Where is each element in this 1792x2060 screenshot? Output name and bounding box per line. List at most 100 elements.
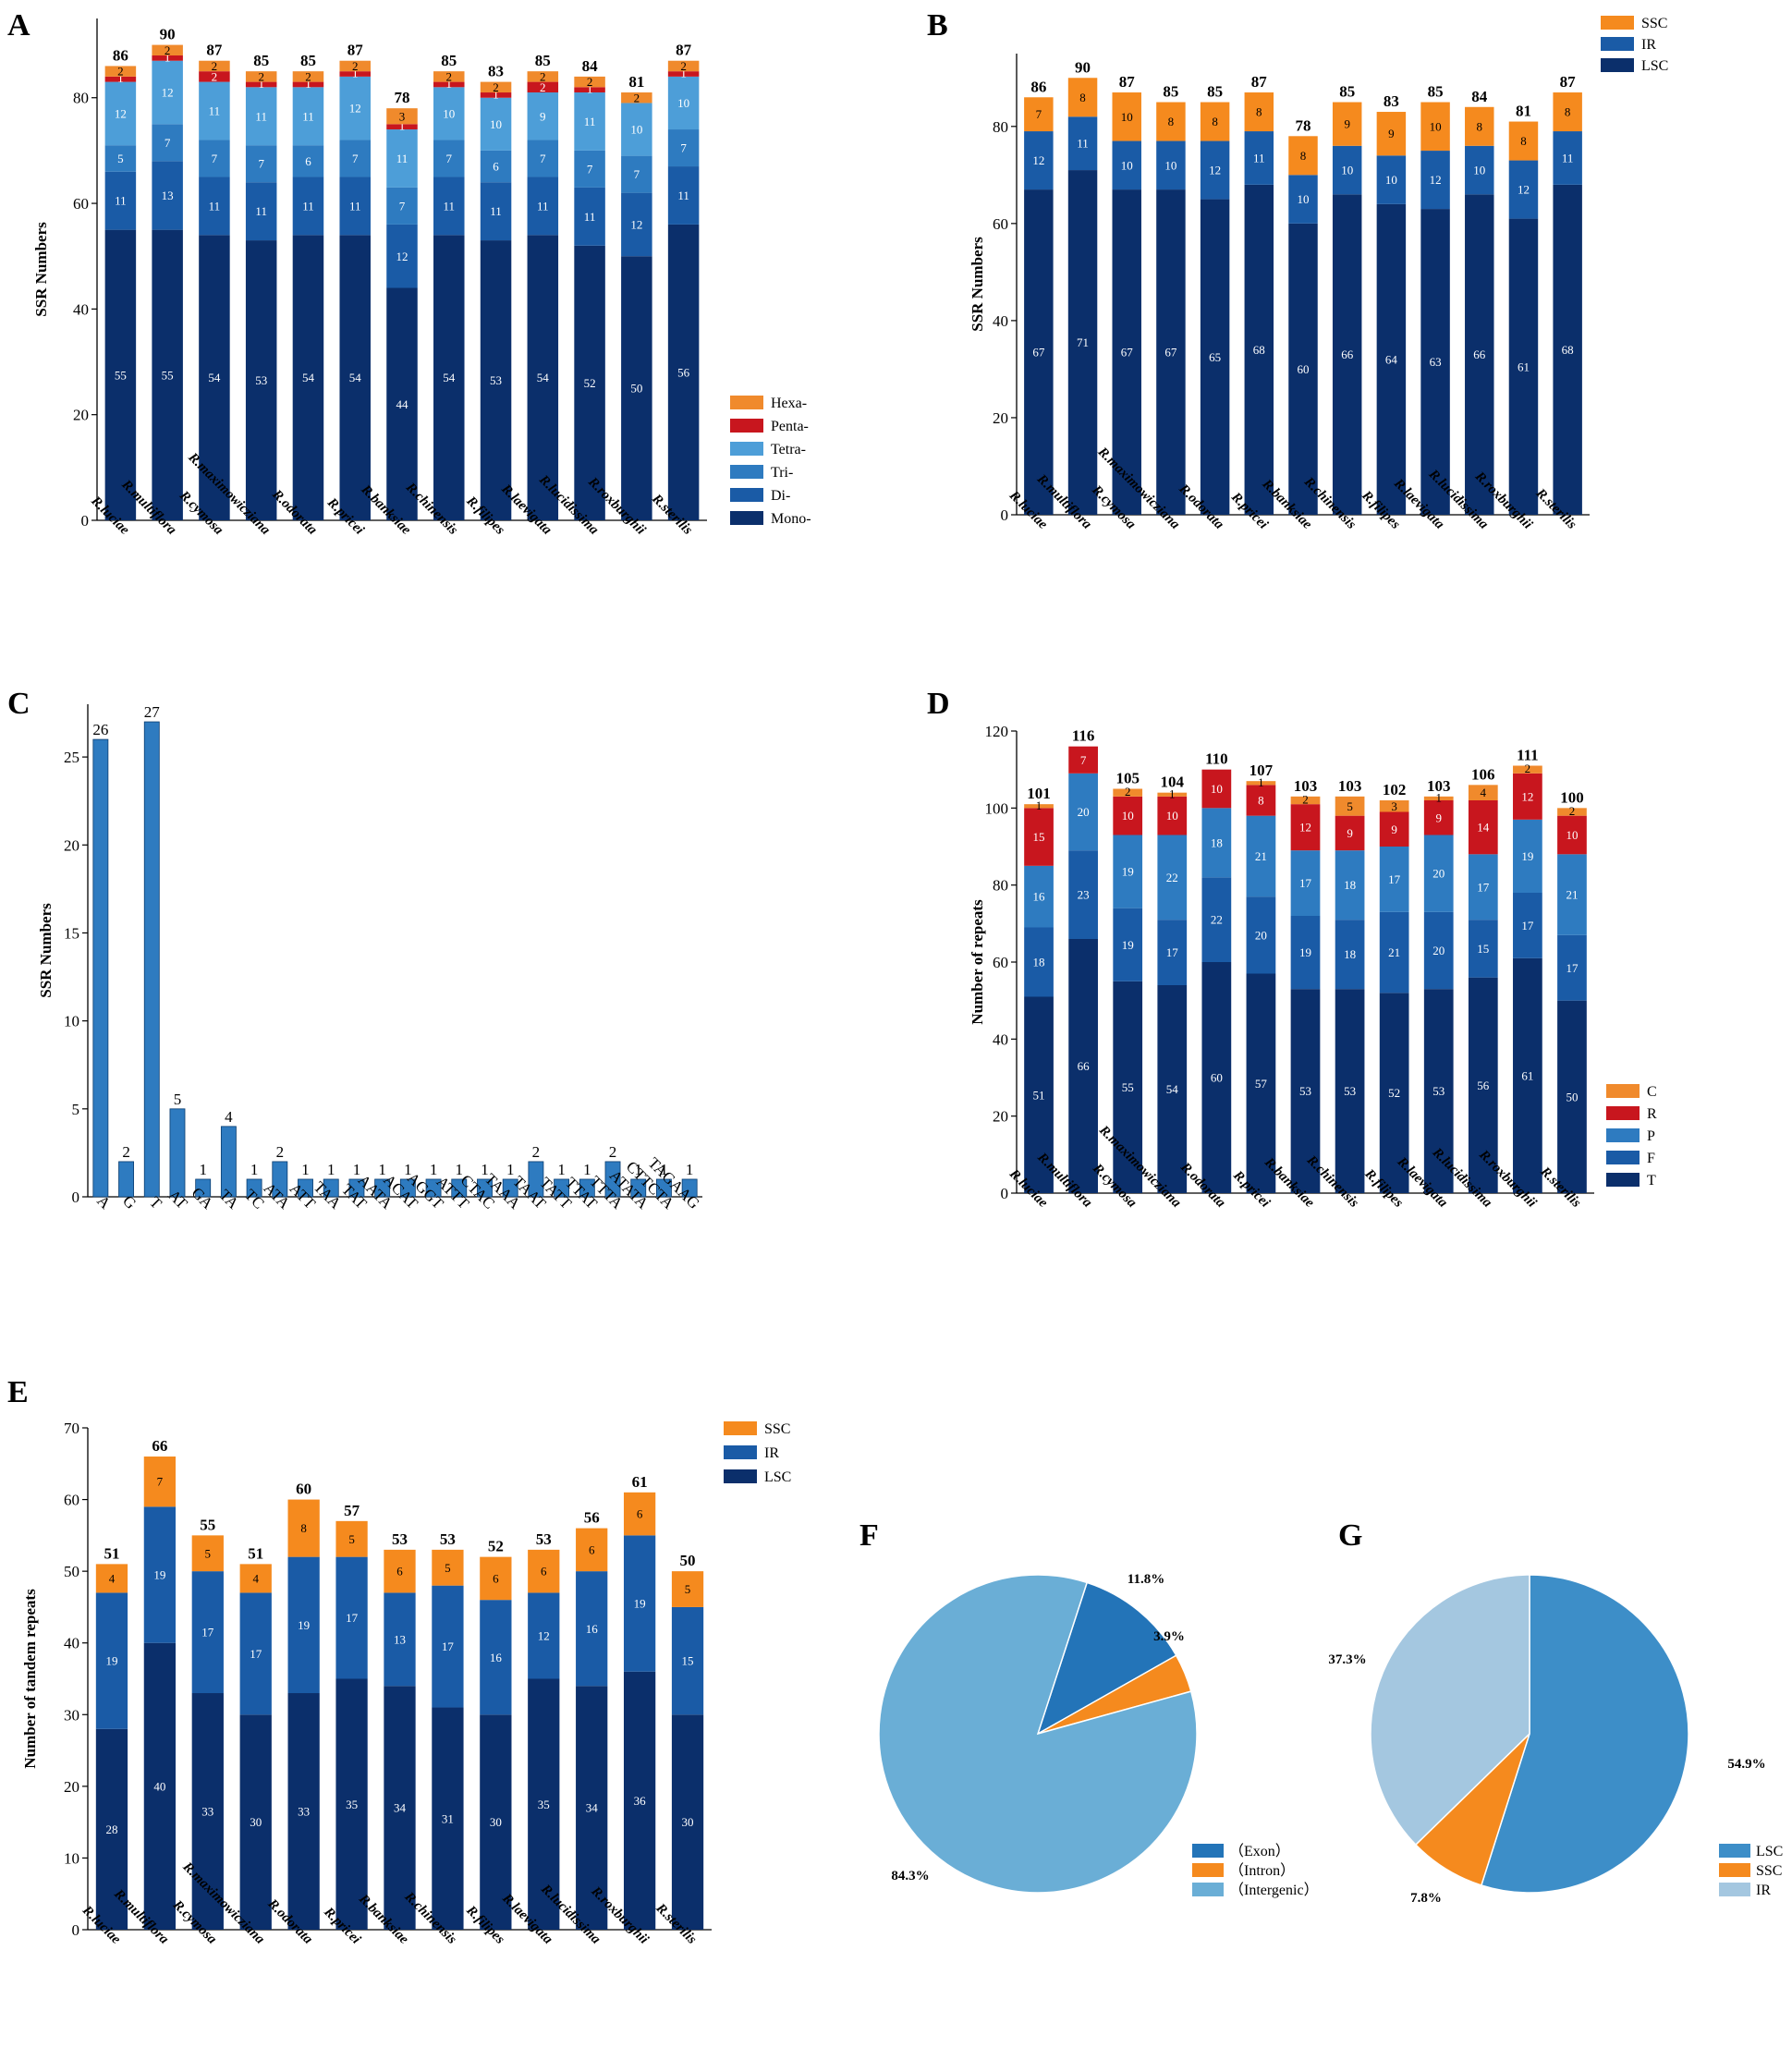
segment-label: 54: [1166, 1082, 1179, 1096]
segment-label: 61: [1518, 360, 1530, 373]
y-tick-label: 60: [73, 195, 89, 213]
bar-segment-tri: [621, 155, 652, 193]
segment-label: 12: [1299, 821, 1311, 835]
segment-label: 67: [1121, 346, 1134, 360]
bar-segment-ir: [239, 1592, 272, 1715]
segment-label: 33: [201, 1805, 213, 1819]
segment-label: 44: [396, 397, 409, 411]
segment-label: 7: [540, 152, 546, 165]
legend-swatch: [1601, 16, 1634, 30]
legend-swatch: [730, 488, 763, 502]
bar-segment-tetra: [574, 92, 605, 151]
bar-segment-lsc: [239, 1714, 272, 1930]
segment-label: 17: [250, 1647, 262, 1661]
segment-label: 9: [1388, 127, 1395, 140]
segment-label: 7: [1080, 753, 1087, 767]
y-tick-label: 30: [64, 1706, 79, 1724]
bar-segment-hexa: [339, 60, 371, 72]
pie-slice: [1370, 1574, 1530, 1847]
panel-label: C: [7, 687, 30, 721]
bar-total-label: 87: [347, 42, 364, 59]
legend-swatch: [730, 442, 763, 456]
pie-percent-label: 7.8%: [1410, 1891, 1442, 1906]
segment-label: 31: [442, 1811, 454, 1825]
segment-label: 9: [540, 109, 546, 123]
bar-segment-p: [1246, 815, 1276, 897]
segment-label: 13: [394, 1632, 406, 1646]
bar-segment-tetra: [433, 87, 465, 140]
bar: [298, 1178, 313, 1198]
segment-label: 7: [352, 152, 359, 165]
bar-segment-f: [1157, 920, 1188, 985]
segment-label: 11: [1077, 137, 1089, 151]
bar-segment-hexa: [527, 71, 559, 82]
legend-swatch: [730, 419, 763, 433]
segment-label: 2: [305, 69, 311, 83]
segment-label: 2: [634, 91, 640, 104]
legend-swatch: [1719, 1863, 1750, 1877]
segment-label: 2: [1125, 785, 1131, 798]
bar-segment-t: [1290, 989, 1321, 1193]
bar-segment-mono: [386, 287, 418, 520]
segment-label: 11: [302, 109, 314, 123]
segment-label: 55: [162, 368, 174, 382]
bar-segment-ir: [1244, 131, 1274, 185]
bar-segment-hexa: [199, 60, 230, 72]
segment-label: 66: [1473, 347, 1486, 361]
segment-label: 10: [1166, 809, 1178, 823]
y-tick-label: 0: [81, 512, 90, 530]
bar-segment-ssc: [287, 1499, 320, 1557]
y-axis-title: SSR Numbers: [32, 222, 50, 317]
bar-segment-mono: [480, 240, 512, 520]
segment-label: 12: [630, 217, 642, 231]
segment-label: 22: [1166, 871, 1178, 884]
segment-label: 12: [1430, 173, 1442, 187]
bar-segment-di: [480, 182, 512, 241]
bar-segment-ir: [1420, 151, 1450, 210]
bar-segment-r: [1423, 800, 1454, 835]
legend-label: Tetra-: [771, 442, 806, 457]
bar-segment-ir: [432, 1585, 464, 1708]
bar-total-label: 81: [1516, 103, 1531, 120]
bar-total-label: 51: [248, 1544, 263, 1562]
segment-label: 4: [1481, 786, 1487, 799]
bar-segment-ir: [95, 1592, 128, 1729]
bar-value-label: 2: [532, 1143, 541, 1161]
bar-total-label: 85: [1163, 83, 1178, 101]
legend-label: Hexa-: [771, 396, 807, 411]
bar-segment-ssc: [191, 1535, 224, 1572]
bar-total-label: 106: [1471, 765, 1495, 783]
bar-segment-mono: [104, 229, 137, 520]
segment-label: 21: [1566, 888, 1578, 902]
bar-segment-r: [1157, 796, 1188, 835]
bar-segment-r: [1290, 804, 1321, 851]
bar-segment-di: [199, 177, 230, 236]
bar-segment-lsc: [384, 1686, 416, 1930]
legend-swatch: [1719, 1844, 1750, 1858]
bar-segment-p: [1335, 850, 1365, 920]
segment-label: 5: [445, 1561, 451, 1575]
bar-segment-hexa: [667, 60, 700, 72]
legend-label: （Intron）: [1229, 1862, 1295, 1879]
bar-total-label: 103: [1294, 777, 1318, 795]
bar-segment-hexa: [621, 92, 652, 104]
segment-label: 2: [212, 59, 218, 73]
segment-label: 53: [490, 373, 502, 387]
bar-segment-lsc: [95, 1728, 128, 1930]
bar-segment-ir: [671, 1606, 704, 1715]
segment-label: 11: [209, 199, 221, 213]
segment-label: 17: [1477, 880, 1490, 894]
bar-segment-r: [1557, 815, 1587, 855]
segment-label: 54: [302, 371, 315, 384]
legend-swatch: [730, 465, 763, 479]
bar-segment-mono: [621, 256, 652, 520]
bar-segment-c: [1113, 788, 1143, 797]
bar-segment-c: [1513, 765, 1542, 774]
bar: [246, 1178, 262, 1198]
segment-label: 10: [1385, 173, 1397, 187]
segment-label: 20: [1078, 805, 1090, 819]
bar-segment-r: [1468, 800, 1498, 855]
segment-label: 21: [1388, 945, 1400, 959]
legend-swatch: [1601, 37, 1634, 51]
